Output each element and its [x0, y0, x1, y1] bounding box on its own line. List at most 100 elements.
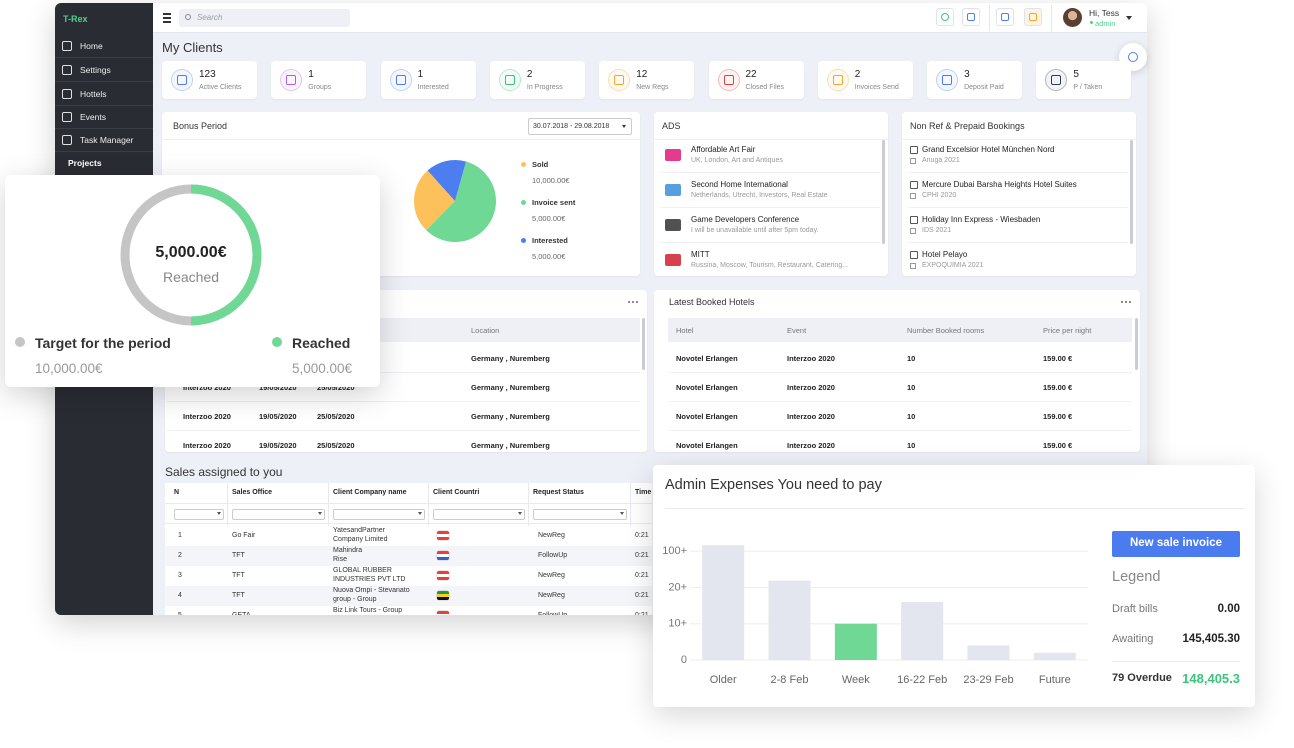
column-header: Request Status — [533, 488, 584, 496]
cell: Mahindra — [333, 547, 363, 555]
cell: 25/05/2020 — [317, 411, 355, 421]
flag — [437, 551, 449, 560]
stat-label: Invoices Send — [854, 83, 899, 91]
stat-icon — [171, 69, 193, 91]
button-label: New sale invoice — [1129, 537, 1223, 550]
topbar-divider — [1051, 5, 1052, 31]
legend-amount: 10,000.00€ — [532, 175, 570, 185]
cell: 159.00 € — [1043, 382, 1073, 392]
cell: GETA — [232, 612, 251, 615]
filter-select[interactable] — [533, 509, 627, 520]
cell: FollowUp — [538, 551, 568, 559]
sales-table: N Sales Office Client Company name Client C… — [165, 483, 652, 615]
legend-amount: 5,000.00€ — [532, 251, 566, 261]
hotel-icon — [910, 216, 918, 224]
stat-icon — [1045, 69, 1068, 91]
list-divider — [660, 172, 880, 173]
pie-slice — [427, 160, 467, 201]
flag — [437, 531, 449, 540]
filter-select[interactable] — [333, 509, 425, 520]
flag — [437, 611, 449, 615]
cell: Interzoo 2020 — [183, 411, 231, 421]
stat-value: 1 — [308, 69, 314, 80]
card-title-line — [665, 508, 1245, 509]
menu-item[interactable]: Projects — [68, 157, 102, 168]
row-divider — [167, 430, 640, 431]
cell: YatesandPartner — [333, 527, 386, 535]
menu-icon — [62, 135, 72, 145]
new-invoice-button[interactable] — [1112, 531, 1240, 557]
filter-select[interactable] — [232, 509, 325, 520]
cell: Nuova Ompi - Stevanato — [333, 587, 410, 595]
menu-item[interactable]: Events — [80, 111, 106, 122]
row-divider — [668, 401, 1132, 402]
scrollbar — [642, 318, 645, 370]
bar — [1033, 652, 1076, 660]
filter-select[interactable] — [174, 509, 224, 520]
list-text: Russina, Moscow, Tourism, Restaurant, Ca… — [691, 261, 849, 269]
menu-icon — [62, 112, 72, 122]
user-caret[interactable] — [1126, 16, 1132, 20]
status-dot — [1090, 21, 1093, 24]
stat-icon-glyph — [504, 75, 515, 85]
stat-icon — [936, 69, 959, 91]
period-select[interactable] — [528, 118, 632, 135]
column-header: Client Countri — [433, 488, 480, 496]
column-header: Location — [471, 325, 500, 335]
topbar-button[interactable] — [996, 8, 1014, 26]
list-text: I will be unavailable until after 5pm to… — [691, 226, 819, 234]
row-divider — [167, 372, 640, 373]
legend-value: 145,405.30 — [1182, 633, 1240, 646]
x-tick-label: Older — [710, 674, 737, 686]
filter-caret — [518, 512, 522, 515]
menu-icon — [62, 41, 72, 51]
cell: 3 — [178, 571, 182, 579]
stat-label: P / Taken — [1073, 83, 1103, 91]
flag-stripe — [437, 591, 449, 594]
menu-item[interactable]: Home — [80, 40, 103, 51]
cell: NewReg — [538, 591, 565, 599]
menu-item[interactable]: Task Manager — [80, 134, 134, 145]
legend-name: Target for the period — [35, 334, 171, 351]
column-header: Number Booked rooms — [907, 325, 985, 335]
filter-caret — [318, 512, 322, 515]
menu-item[interactable]: Hottels — [80, 88, 107, 99]
section-title: Sales assigned to you — [165, 464, 283, 479]
cell: Germany , Nuremberg — [471, 411, 550, 421]
cell: 2 — [178, 551, 182, 559]
y-tick-label: 0 — [681, 654, 687, 666]
scrollbar — [882, 140, 885, 244]
stat-icon-glyph — [395, 75, 406, 85]
alarm-icon — [1128, 52, 1138, 62]
menu-toggle-line — [163, 13, 171, 15]
event-icon — [910, 263, 916, 269]
legend-dot — [521, 200, 526, 205]
topbar-icon — [1001, 13, 1009, 21]
x-tick-label: 23-29 Feb — [963, 674, 1013, 686]
cell: NewReg — [538, 571, 565, 579]
more-dot — [1125, 301, 1127, 303]
user-role: admin — [1095, 18, 1116, 28]
menu-toggle-line — [163, 21, 171, 23]
filter-select[interactable] — [433, 509, 525, 520]
row-bg — [165, 566, 652, 586]
topbar-button[interactable] — [1024, 8, 1042, 26]
flag-stripe — [437, 594, 449, 597]
stat-value: 22 — [745, 69, 757, 80]
cell: 0:21 — [635, 612, 649, 615]
topbar-button[interactable] — [962, 8, 980, 26]
cell: Novotel Erlangen — [676, 382, 738, 392]
pie-chart — [414, 160, 496, 242]
more-dot — [636, 301, 638, 303]
list-text: EXPOQUIMIA 2021 — [922, 261, 984, 269]
stat-value: 5 — [1073, 69, 1079, 80]
search-box[interactable] — [179, 9, 350, 27]
menu-icon — [62, 89, 72, 99]
legend-divider — [1112, 661, 1240, 662]
topbar-divider — [989, 5, 990, 31]
period-value: 30.07.2018 - 29.08.2018 — [533, 122, 610, 130]
menu-item[interactable]: Settings — [80, 64, 111, 75]
list-text: IDS 2021 — [922, 226, 952, 234]
cell: 10 — [907, 382, 916, 392]
x-tick-label: 2-8 Feb — [771, 674, 809, 686]
